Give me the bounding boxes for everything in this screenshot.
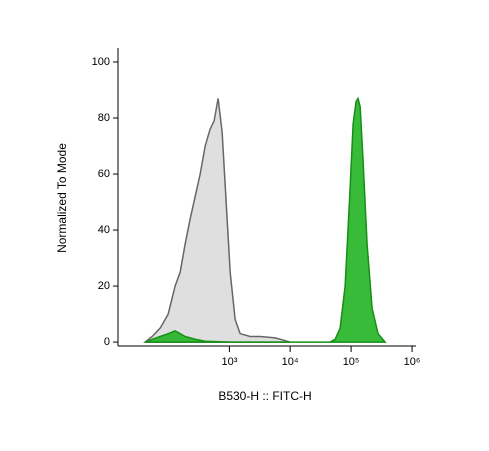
x-tick-label: 10⁵ [343, 356, 360, 368]
x-tick-label: 10⁶ [404, 356, 421, 368]
x-tick-label: 10⁴ [282, 356, 299, 368]
x-axis-title: B530-H :: FITC-H [218, 389, 311, 403]
y-tick-label: 80 [98, 112, 110, 124]
histogram-area [143, 98, 291, 343]
x-tick-label: 10³ [221, 356, 237, 368]
y-tick-label: 60 [98, 168, 110, 180]
y-tick-label: 100 [92, 56, 110, 68]
y-tick-label: 0 [104, 336, 110, 348]
y-axis-title: Normalized To Mode [55, 143, 69, 253]
y-tick-label: 40 [98, 224, 110, 236]
y-tick-label: 20 [98, 280, 110, 292]
histogram-area [144, 96, 387, 343]
